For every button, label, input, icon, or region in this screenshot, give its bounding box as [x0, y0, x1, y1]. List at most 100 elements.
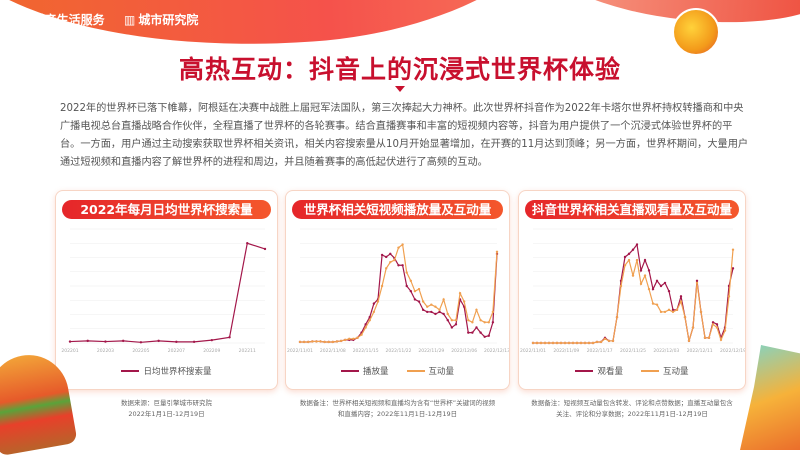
data-point	[679, 300, 683, 303]
data-point	[434, 305, 437, 308]
data-point	[659, 310, 663, 314]
series-line-0	[69, 242, 266, 343]
data-point	[723, 329, 727, 332]
data-point	[348, 337, 351, 341]
data-point	[319, 340, 322, 343]
data-point	[559, 341, 563, 345]
data-point	[413, 298, 417, 301]
data-point	[409, 279, 413, 283]
data-point	[675, 308, 679, 312]
data-point	[695, 281, 699, 285]
data-point	[715, 326, 719, 329]
data-point	[551, 341, 555, 345]
data-point	[655, 279, 659, 283]
x-tick-label: 202207	[168, 348, 185, 354]
data-point	[663, 310, 667, 314]
data-point	[327, 340, 330, 344]
data-point	[405, 271, 408, 274]
data-point	[643, 258, 647, 262]
caption-line: 和直播内容；2022年11月1日-12月19日	[337, 410, 458, 418]
data-point	[298, 340, 302, 344]
caption-video-chart: 数据备注：世界杯相关短视频和直播均为含有“世界杯”关键词的视频 和直播内容；202…	[285, 398, 510, 420]
data-point	[703, 336, 707, 340]
caption-line: 2022年1月1日-12月19日	[128, 410, 205, 418]
legend-item: 互动量	[641, 365, 689, 377]
data-point	[397, 246, 400, 249]
data-point	[121, 339, 125, 343]
data-point	[442, 312, 445, 316]
caption-line: 数据备注：短视频互动量包含转发、评论和点赞数据；直播互动量包含	[531, 399, 733, 407]
data-point	[647, 269, 651, 272]
page-title: 高热互动：抖音上的沉浸式世界杯体验	[178, 55, 621, 84]
data-point	[389, 260, 392, 264]
data-point	[627, 252, 631, 256]
chart-legend: 观看量 互动量	[519, 365, 745, 377]
x-tick-label: 2022/12/13	[484, 348, 509, 354]
data-point	[623, 264, 627, 267]
line-chart: 2022/11/01 2022/11/08 2022/11/15 2022/11/22…	[287, 228, 509, 354]
drink-decoration	[740, 345, 800, 450]
data-point	[643, 274, 647, 277]
data-point	[458, 292, 462, 295]
data-point	[555, 341, 559, 345]
data-point	[619, 284, 623, 288]
x-tick-label: 202211	[239, 348, 256, 354]
data-point	[475, 326, 478, 329]
short-video-chart-card: 世界杯相关短视频播放量及互动量 2022/11/01 2022/11/08 2022/…	[285, 190, 510, 390]
data-point	[368, 319, 371, 322]
data-point	[475, 308, 478, 312]
legend-label: 互动量	[428, 367, 455, 377]
data-point	[434, 312, 437, 316]
data-point	[454, 319, 458, 322]
data-point	[263, 247, 267, 251]
data-point	[104, 340, 107, 343]
search-volume-chart-card: 2022年每月日均世界杯搜索量 202201 202203 202205 202207 2…	[55, 190, 278, 390]
data-point	[491, 310, 495, 314]
data-point	[376, 300, 380, 303]
data-point	[691, 326, 695, 329]
data-point	[450, 319, 454, 322]
chart-title: 2022年每月日均世界杯搜索量	[62, 200, 271, 219]
institute-logo: ▥ 城市研究院	[124, 11, 198, 28]
data-point	[615, 315, 619, 319]
x-tick-label: 2022/11/17	[587, 348, 613, 354]
x-tick-label: 202201	[61, 348, 78, 354]
data-point	[575, 341, 579, 345]
data-point	[467, 319, 470, 322]
data-point	[323, 340, 326, 344]
data-point	[695, 279, 699, 283]
data-point	[651, 302, 655, 305]
data-point	[719, 338, 723, 342]
x-tick-label: 2022/11/25	[620, 348, 646, 354]
data-point	[611, 339, 615, 343]
caption-line: 数据备注：世界杯相关短视频和直播均为含有“世界杯”关键词的视频	[299, 399, 496, 407]
legend-swatch	[575, 370, 594, 372]
data-point	[467, 331, 470, 334]
data-point	[639, 282, 643, 286]
data-point	[430, 310, 433, 314]
data-point	[372, 302, 376, 305]
data-point	[487, 321, 490, 324]
data-point	[438, 308, 441, 312]
x-tick-label: 2022/11/01	[287, 348, 313, 354]
x-tick-label: 2022/12/03	[653, 348, 679, 354]
data-point	[228, 336, 231, 339]
title-pointer	[395, 86, 405, 92]
data-point	[687, 339, 691, 343]
data-point	[679, 295, 683, 298]
legend-swatch	[641, 370, 659, 372]
x-tick-label: 2022/11/01	[520, 348, 546, 354]
data-point	[727, 295, 731, 298]
data-point	[446, 312, 449, 316]
data-point	[479, 319, 482, 322]
data-point	[356, 336, 359, 340]
data-point	[401, 243, 404, 246]
legend-swatch	[406, 370, 425, 372]
data-point	[246, 242, 249, 245]
data-point	[591, 341, 595, 345]
x-tick-label: 2022/11/15	[353, 348, 379, 354]
chart-legend: 播放量 互动量	[286, 365, 509, 377]
data-point	[380, 253, 384, 257]
data-point	[543, 341, 547, 345]
data-point	[579, 341, 583, 345]
